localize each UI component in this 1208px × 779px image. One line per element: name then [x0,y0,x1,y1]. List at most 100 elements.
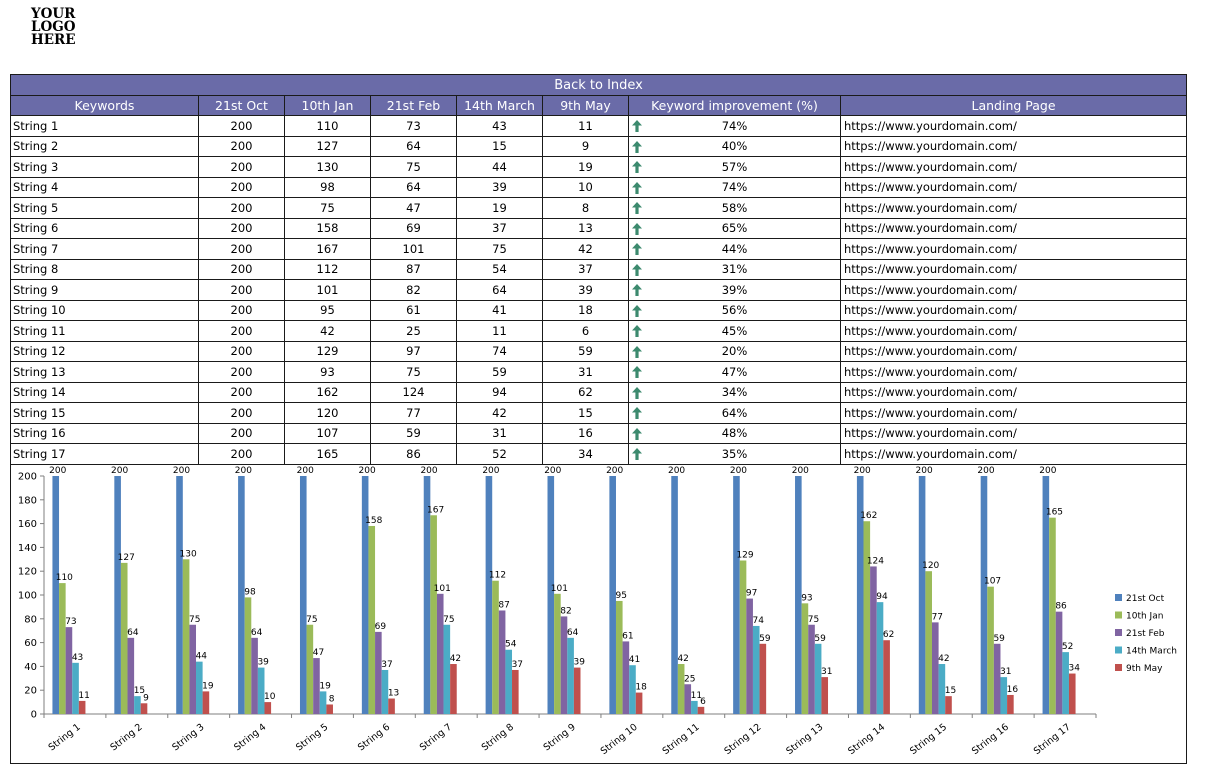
table-row: String 4 200 98 64 39 10 74% https://www.yourdo… [10,176,1188,198]
bar-data-label: 87 [498,600,509,610]
landing-page-url[interactable]: https://www.yourdomain.com/ [839,279,1188,301]
bar-data-label: 8 [329,694,335,704]
landing-page-url[interactable]: https://www.yourdomain.com/ [839,443,1188,465]
bar [238,476,245,714]
keyword-cell: String 1 [10,115,199,137]
rank-cell: 59 [370,422,457,444]
x-category-label: String 8 [480,722,516,754]
bar-data-label: 6 [700,697,706,707]
x-category-label: String 13 [784,722,825,757]
rank-cell: 200 [198,422,285,444]
up-arrow-icon [632,120,642,132]
bar [59,583,66,714]
x-category-label: String 1 [47,722,83,754]
bar [993,643,1001,714]
bar-data-label: 37 [381,660,392,670]
y-tick-label: 200 [18,472,37,483]
rank-cell: 200 [198,197,285,219]
up-arrow-icon [632,181,642,194]
landing-page-url[interactable]: https://www.yourdomain.com/ [839,381,1188,403]
rank-cell: 162 [284,381,371,403]
rank-cell: 87 [370,258,457,280]
landing-page-url[interactable]: https://www.yourdomain.com/ [839,258,1188,280]
rank-cell: 37 [456,217,543,239]
bar [814,643,822,714]
bar-data-label: 10 [264,692,276,702]
rank-cell: 200 [198,258,285,280]
rank-cell: 47 [370,197,457,219]
rank-cell: 31 [542,361,629,383]
rank-cell: 200 [198,443,285,465]
landing-page-url[interactable]: https://www.yourdomain.com/ [839,402,1188,424]
rank-cell: 75 [284,197,371,219]
bar-data-label: 86 [1055,602,1067,612]
rank-cell: 25 [370,320,457,342]
bar [691,700,698,714]
landing-page-url[interactable]: https://www.yourdomain.com/ [839,156,1188,178]
landing-page-url[interactable]: https://www.yourdomain.com/ [839,361,1188,383]
bar [313,658,320,714]
bar-data-label: 11 [691,691,702,701]
rank-cell: 19 [542,156,629,178]
landing-page-url[interactable]: https://www.yourdomain.com/ [839,422,1188,444]
landing-page-url[interactable]: https://www.yourdomain.com/ [839,135,1188,157]
bar [485,476,493,714]
rank-cell: 16 [542,422,629,444]
improvement-value: 74% [721,180,748,195]
bar [795,476,802,714]
landing-page-url[interactable]: https://www.yourdomain.com/ [839,176,1188,198]
bar [931,622,939,714]
landing-page-url[interactable]: https://www.yourdomain.com/ [839,197,1188,219]
bar [615,600,623,714]
bar-data-label: 74 [753,616,765,626]
improvement-value: 58% [721,200,748,215]
bar-chart-svg: 0 20 40 60 80 100 120 140 160 180 200 200 110 73 43 11 S… [18,466,1177,757]
bar-data-label: 167 [427,505,444,515]
bar [1007,694,1014,714]
bar-data-label: 75 [306,615,317,625]
bar-data-label: 200 [49,466,66,476]
improvement-cell: 47% [628,361,841,383]
landing-page-url[interactable]: https://www.yourdomain.com/ [839,299,1188,321]
landing-page-url[interactable]: https://www.yourdomain.com/ [839,238,1188,260]
landing-page-url[interactable]: https://www.yourdomain.com/ [839,115,1188,137]
rank-cell: 61 [370,299,457,321]
bar [189,624,197,714]
bar [498,610,506,714]
bar-data-label: 94 [876,592,888,602]
bar [870,566,877,714]
rank-cell: 200 [198,299,285,321]
rank-cell: 44 [456,156,543,178]
keyword-cell: String 12 [10,340,199,362]
bar [72,662,79,714]
table-row: String 3 200 130 75 44 19 57% https://www.yourd… [10,156,1188,178]
rank-cell: 200 [198,381,285,403]
bar [120,562,128,714]
rank-cell: 97 [370,340,457,362]
bar [609,476,616,714]
bar-data-label: 52 [1062,642,1073,652]
rank-cell: 200 [198,238,285,260]
rank-cell: 6 [542,320,629,342]
bar [127,637,135,714]
rank-cell: 8 [542,197,629,219]
legend-swatch [1115,629,1122,636]
rank-cell: 110 [284,115,371,137]
bar [176,476,183,714]
table-row: String 5 200 75 47 19 8 58% https://www.yourdom… [10,197,1188,219]
landing-page-url[interactable]: https://www.yourdomain.com/ [839,320,1188,342]
keyword-cell: String 13 [10,361,199,383]
bar [52,476,60,714]
bar [752,625,760,714]
y-tick-label: 80 [24,614,37,625]
landing-page-url[interactable]: https://www.yourdomain.com/ [839,217,1188,239]
rank-cell: 82 [370,279,457,301]
rank-cell: 75 [370,156,457,178]
bar [671,476,678,714]
back-to-index-link[interactable]: Back to Index [9,74,1188,96]
bar-data-label: 200 [730,466,747,476]
landing-page-url[interactable]: https://www.yourdomain.com/ [839,340,1188,362]
rank-cell: 11 [542,115,629,137]
up-arrow-icon [632,386,642,399]
keyword-cell: String 2 [10,135,199,157]
